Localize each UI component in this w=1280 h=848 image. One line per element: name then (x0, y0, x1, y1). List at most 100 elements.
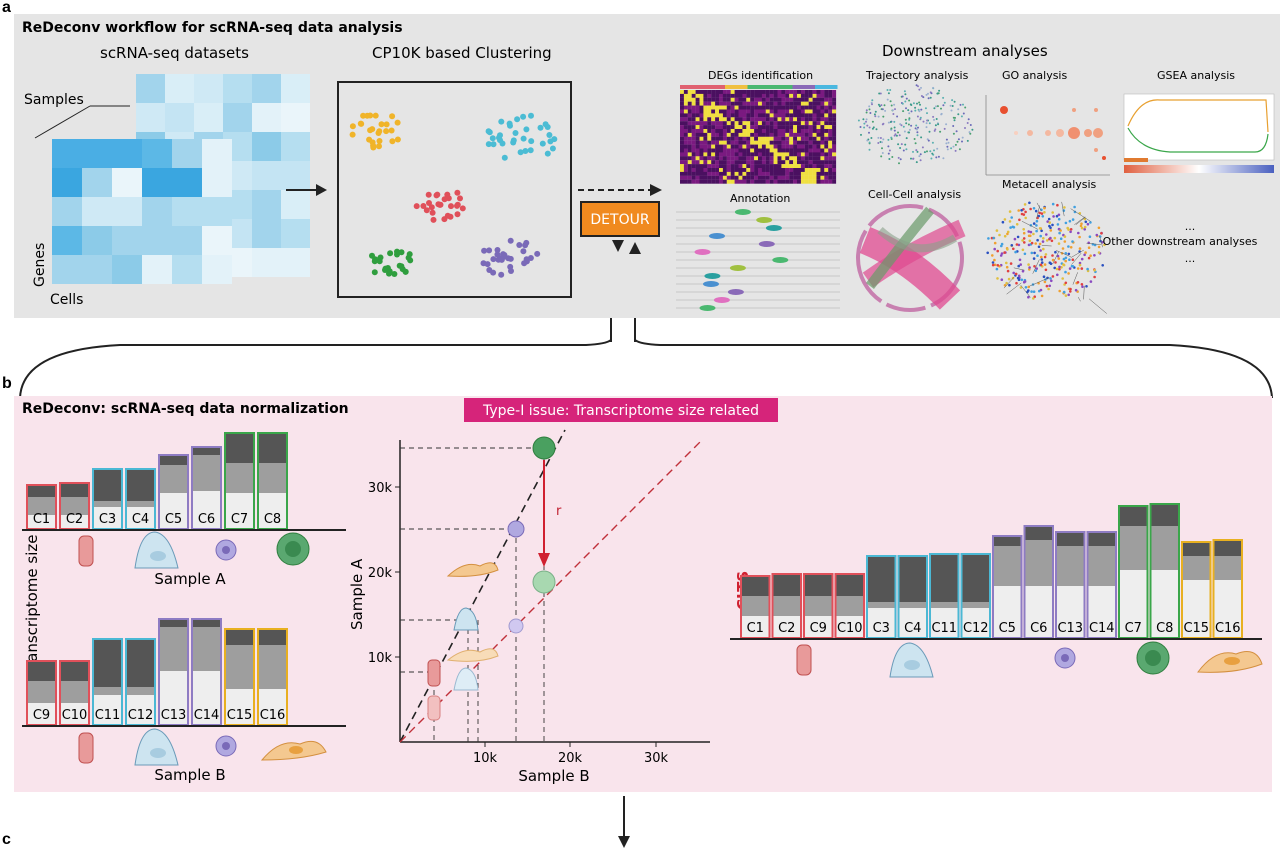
cluster-dot (528, 112, 534, 119)
cluster-dot (507, 237, 514, 244)
cluster-dot (391, 271, 398, 277)
bar-segment-dark (898, 556, 927, 602)
bar-segment-light (93, 507, 122, 529)
cluster-dot (498, 118, 505, 125)
go-dotplot (985, 95, 1110, 176)
bar-segment-dark (1056, 532, 1085, 546)
bar-label: C12 (128, 708, 154, 723)
cluster-dot (534, 250, 541, 257)
epithelial-cell-icon (796, 644, 812, 676)
cluster-dot (507, 255, 514, 262)
heatmap-cell (202, 197, 232, 226)
bar-segment-mid (258, 645, 287, 689)
fibroblast-cell-icon (1197, 651, 1263, 673)
bar-segment-mid (993, 546, 1022, 586)
cluster-dot (394, 248, 400, 255)
detour-down-arrowhead (612, 240, 624, 252)
bar-segment-dark (867, 556, 896, 602)
bar-segment-mid (126, 501, 155, 507)
epithelial-cell-icon (78, 535, 94, 567)
cellcell-label: Cell-Cell analysis (868, 188, 961, 201)
star-cell-icon (1054, 647, 1076, 669)
bar-segment-dark (993, 536, 1022, 546)
bar-segment-light (192, 671, 221, 725)
star-cell-icon (215, 735, 237, 757)
fibroblast-cell-icon (260, 740, 327, 761)
detour-box (580, 201, 660, 237)
arrow-to-panel-c-head (618, 836, 630, 848)
cluster-dot (542, 121, 549, 128)
cluster-dot (514, 116, 521, 123)
cluster-dot (367, 112, 374, 119)
heatmap-cell (52, 255, 82, 284)
brace-left (19, 339, 612, 399)
other-analyses-label: Other downstream analyses (1103, 235, 1258, 248)
metacell-label: Metacell analysis (1002, 178, 1097, 191)
cluster-dot (457, 195, 463, 202)
bar-label: C11 (95, 708, 121, 723)
bar-label: C10 (837, 621, 863, 636)
cluster-dot (522, 242, 529, 249)
cluster-dot (459, 205, 466, 212)
bar-segment-light (804, 616, 833, 638)
heatmap-cell (252, 190, 281, 219)
bar-label: C4 (132, 512, 149, 527)
bar-segment-dark (1119, 506, 1148, 526)
bar-segment-mid (1087, 546, 1116, 586)
bar-segment-dark (741, 576, 770, 596)
bar-segment-mid (1213, 556, 1242, 580)
bar-segment-dark (258, 629, 287, 645)
degs-heatmap (680, 85, 838, 184)
cluster-dot (490, 256, 497, 263)
bar-segment-mid (159, 465, 188, 493)
bar-segment-light (126, 695, 155, 725)
heatmap-cell (112, 255, 142, 284)
bar-segment-light (60, 703, 89, 725)
scatter-ticks: 10k 20k 30k 10k 20k 30k (368, 481, 669, 766)
cluster-dot (454, 189, 461, 196)
y-tick-label: 30k (368, 481, 393, 496)
heatmap-cell (202, 168, 232, 197)
cluster-dot (501, 252, 508, 258)
bar-segment-light (60, 515, 89, 529)
degs-label: DEGs identification (708, 69, 813, 82)
bar-segment-mid (772, 596, 801, 616)
bar-segment-dark (772, 574, 801, 596)
bar-segment-mid (60, 681, 89, 703)
heatmap-cell (136, 74, 165, 103)
cluster-dot (508, 268, 514, 274)
cluster-dot (387, 250, 394, 257)
epithelial-cell-icon (78, 732, 94, 764)
cluster-dot (383, 128, 390, 135)
bar-segment-dark (126, 469, 155, 501)
transcriptome-size-label: Transcriptome size (23, 535, 41, 677)
cluster-dot (378, 121, 385, 128)
bar-label: C16 (1215, 621, 1241, 636)
cluster-dot (523, 256, 530, 263)
bar-label: C2 (66, 512, 83, 527)
cluster-dot (454, 211, 461, 218)
cluster-dot (498, 271, 505, 278)
cluster-dot (413, 203, 420, 210)
annotation-label: Annotation (730, 192, 790, 205)
heatmap-cell (52, 226, 82, 255)
bar-segment-light (1182, 580, 1211, 638)
bar-segment-dark (159, 619, 188, 627)
x-tick-label: 30k (644, 751, 669, 766)
heatmap-cell (142, 139, 172, 168)
cluster-dot (429, 209, 436, 216)
bar-segment-light (1087, 586, 1116, 638)
bar-segment-light (258, 493, 287, 529)
bar-label: C16 (260, 708, 286, 723)
heatmap-cell (142, 255, 172, 284)
cluster-dot (377, 254, 384, 261)
heatmap-cell (202, 255, 232, 284)
cluster-dot (447, 213, 454, 220)
cluster-dots (349, 112, 558, 278)
bar-segment-light (772, 616, 801, 638)
heatmap-cell (281, 132, 310, 161)
bar-segment-mid (835, 596, 864, 616)
cluster-dot (486, 247, 493, 254)
bar-segment-mid (93, 687, 122, 695)
y-tick-label: 20k (368, 566, 393, 581)
